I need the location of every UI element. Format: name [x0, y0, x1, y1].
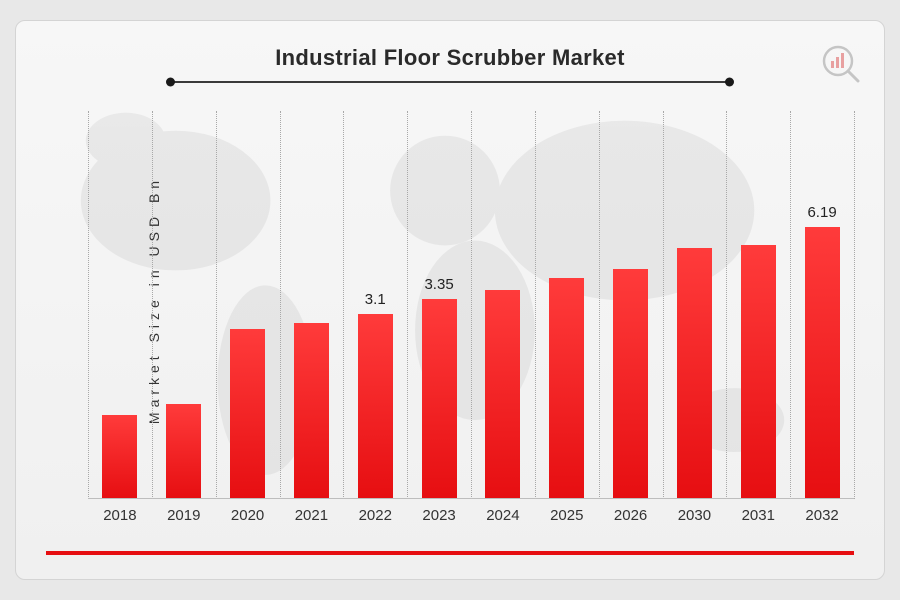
gridline [790, 111, 791, 499]
title-underline [170, 81, 730, 83]
x-axis-line [88, 498, 854, 499]
gridline [216, 111, 217, 499]
bar: 3.35 [422, 299, 457, 499]
gridline [407, 111, 408, 499]
chart-title: Industrial Floor Scrubber Market [170, 45, 730, 71]
bar [485, 290, 520, 499]
gridline [280, 111, 281, 499]
x-tick-label: 2021 [295, 507, 328, 524]
gridline [599, 111, 600, 499]
bar-value-label: 3.1 [365, 291, 386, 308]
bar: 3.1 [358, 314, 393, 499]
bar-value-label: 6.19 [807, 204, 836, 221]
gridline [88, 111, 89, 499]
x-tick-label: 2018 [103, 507, 136, 524]
plot-area: 3.1 3.35 6.19 [88, 111, 854, 499]
bar [549, 278, 584, 499]
gridline [152, 111, 153, 499]
bar [166, 404, 201, 500]
x-tick-label: 2031 [742, 507, 775, 524]
chart-frame: Industrial Floor Scrubber Market Market … [15, 20, 885, 580]
x-tick-label: 2026 [614, 507, 647, 524]
chart-logo-icon [818, 41, 862, 85]
bar [677, 248, 712, 499]
gridline [726, 111, 727, 499]
bar [102, 415, 137, 499]
bar [294, 323, 329, 499]
gridline [663, 111, 664, 499]
x-tick-label: 2025 [550, 507, 583, 524]
x-tick-label: 2032 [805, 507, 838, 524]
gridline [471, 111, 472, 499]
x-tick-label: 2024 [486, 507, 519, 524]
gridline [535, 111, 536, 499]
footer-rule [46, 551, 854, 555]
x-tick-label: 2020 [231, 507, 264, 524]
x-tick-label: 2019 [167, 507, 200, 524]
chart-title-block: Industrial Floor Scrubber Market [170, 45, 730, 83]
x-axis: 2018 2019 2020 2021 2022 2023 2024 2025 2026 2030… [88, 507, 854, 533]
x-tick-label: 2023 [422, 507, 455, 524]
bar [230, 329, 265, 499]
bar: 6.19 [805, 227, 840, 499]
bar [741, 245, 776, 499]
x-tick-label: 2030 [678, 507, 711, 524]
bar [613, 269, 648, 499]
gridline [343, 111, 344, 499]
x-tick-label: 2022 [359, 507, 392, 524]
bar-value-label: 3.35 [424, 276, 453, 293]
gridline [854, 111, 855, 499]
